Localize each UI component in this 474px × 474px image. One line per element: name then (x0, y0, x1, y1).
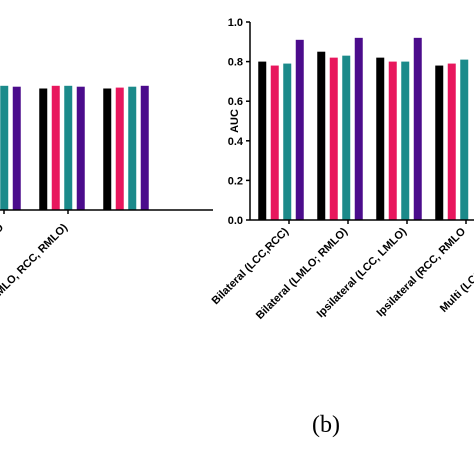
bar (0, 85, 9, 210)
x-tick-label: (RCC, RMLO (0, 221, 6, 276)
bar (64, 85, 73, 210)
bar (376, 57, 385, 220)
x-tick-label: CC, LMLO, RCC, RMLO) (0, 221, 70, 318)
y-tick-label: 0.2 (228, 175, 243, 187)
y-tick-label: 0.0 (228, 215, 243, 227)
bar (342, 55, 351, 220)
bar (12, 86, 21, 210)
bar (413, 37, 422, 221)
bar (115, 87, 124, 210)
bar (460, 59, 469, 221)
bar (140, 85, 149, 210)
bar (401, 61, 410, 220)
bar (128, 86, 137, 210)
bar (317, 51, 326, 221)
bar (295, 39, 304, 220)
y-axis-label: AUC (229, 109, 241, 133)
bar (258, 61, 267, 220)
bar (103, 88, 112, 210)
bar (51, 85, 60, 210)
panel-label: (b) (312, 412, 340, 438)
bar (354, 37, 363, 221)
bar (270, 65, 279, 220)
y-tick-label: 1.0 (228, 17, 243, 29)
y-tick-label: 0.6 (228, 96, 243, 108)
bar (39, 88, 48, 210)
bar (388, 61, 397, 220)
charts: (RCC, RMLOCC, LMLO, RCC, RMLO) 0.0 0.2 0.4 0… (0, 17, 474, 322)
bar (435, 65, 444, 220)
y-tick-label: 0.8 (228, 57, 243, 69)
bar (283, 63, 292, 220)
bar (447, 63, 456, 220)
y-tick-label: 0.4 (228, 136, 244, 148)
bar (76, 86, 85, 210)
bar (329, 57, 338, 220)
